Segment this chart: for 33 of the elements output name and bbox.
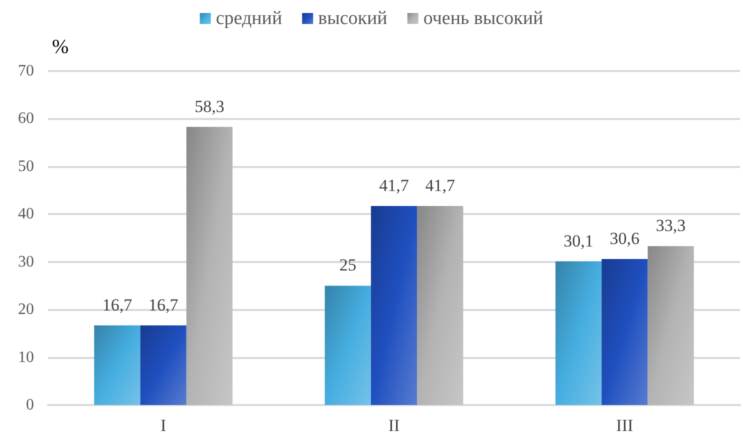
bar [370,206,418,405]
bar [186,126,233,405]
data-label: 58,3 [194,96,224,116]
bar [555,261,602,405]
x-tick-label: I [160,416,166,435]
bar [602,258,648,405]
bar [648,246,694,405]
y-tick-label: 20 [18,301,34,318]
y-tick-label: 30 [18,253,34,270]
x-tick-label: II [388,416,400,435]
data-label: 33,3 [656,216,686,236]
data-label: 41,7 [425,176,456,196]
y-tick-label: 50 [18,158,34,175]
data-label: 16,7 [148,295,179,314]
legend-label: средний [216,8,282,29]
x-tick-label: III [616,416,634,435]
bar [94,325,140,405]
y-tick-label: 10 [18,348,34,366]
data-label: 16,7 [102,295,133,314]
bar [324,286,371,405]
data-label: 30,1 [564,231,594,250]
y-tick-label: 40 [18,206,34,223]
y-tick-label: 0 [26,396,34,414]
legend-label: очень высокий [423,8,544,29]
y-axis-title: % [52,36,69,58]
bar [417,206,464,405]
data-label: 41,7 [379,176,410,196]
legend-label: высокий [318,8,388,29]
data-label: 30,6 [610,228,640,248]
y-tick-label: 70 [18,62,34,80]
data-label: 25 [339,256,356,275]
y-tick-label: 60 [18,110,34,128]
bar [140,325,186,405]
